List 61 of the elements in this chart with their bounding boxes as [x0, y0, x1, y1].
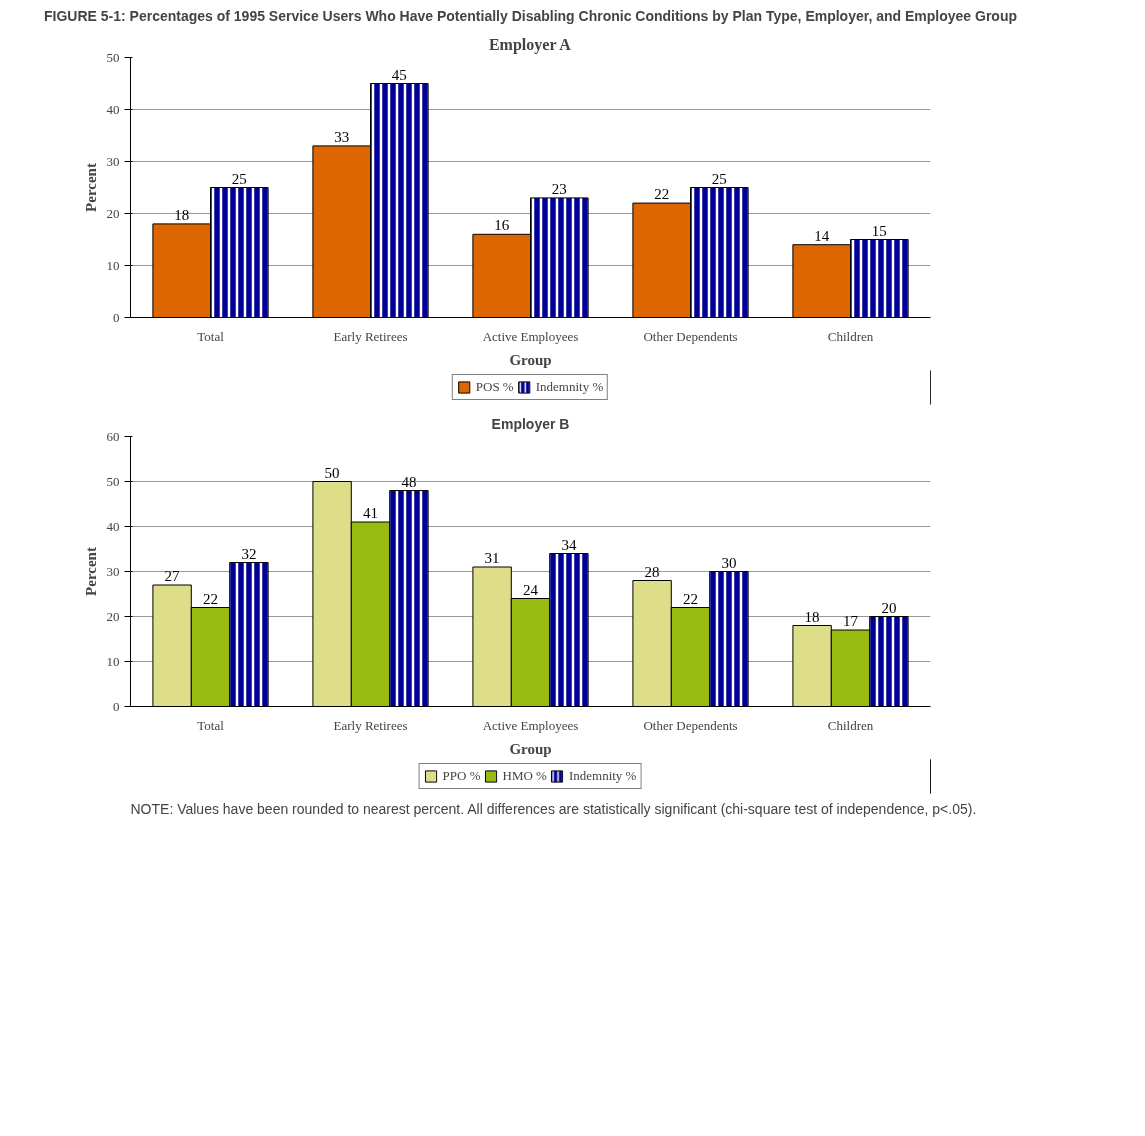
data-label: 16 — [494, 217, 510, 234]
y-tick-label: 40 — [106, 101, 120, 117]
y-tick-label: 20 — [106, 205, 120, 221]
x-tick-label: Active Employees — [482, 717, 579, 733]
x-tick-label: Early Retirees — [333, 717, 408, 733]
y-tick-label: 50 — [106, 49, 120, 65]
legend-label: Indemnity % — [535, 379, 604, 395]
data-label: 22 — [203, 590, 218, 607]
data-label: 32 — [241, 545, 257, 562]
data-label: 17 — [843, 613, 859, 629]
y-tick-label: 20 — [106, 608, 120, 624]
legend-label: Indemnity % — [568, 768, 637, 784]
data-label: 41 — [363, 505, 378, 521]
chart-title: FIGURE 5-1: Percentages of 1995 Service Users Who Have Potentially Disabling Chronic Conditions by Plan Type, Employer, and Employee Group — [44, 7, 1017, 24]
x-tick-label: Children — [827, 328, 874, 344]
legend-label: PPO % — [442, 768, 481, 784]
data-label: 24 — [523, 581, 539, 598]
data-label: 25 — [711, 170, 727, 187]
x-tick-label: Active Employees — [482, 328, 579, 344]
data-label: 14 — [814, 227, 830, 244]
data-label: 31 — [484, 550, 500, 566]
data-label: 18 — [804, 608, 820, 625]
y-tick-label: 50 — [106, 473, 120, 489]
data-label: 48 — [401, 473, 417, 490]
data-label: 50 — [324, 464, 340, 481]
legend-label: POS % — [475, 379, 514, 395]
data-label: 15 — [871, 222, 887, 239]
y-tick-label: 30 — [106, 153, 120, 169]
y-tick-label: 40 — [106, 518, 120, 534]
data-label: 23 — [551, 180, 567, 197]
y-tick-label: 30 — [106, 563, 120, 579]
x-tick-label: Total — [197, 328, 225, 344]
y-tick-label: 10 — [106, 653, 120, 669]
y-tick-label: 0 — [113, 309, 120, 325]
x-tick-label: Other Dependents — [643, 328, 738, 344]
x-axis-title: Group — [509, 740, 552, 757]
legend-label: HMO % — [502, 768, 547, 784]
data-label: 25 — [231, 170, 247, 187]
y-tick-label: 60 — [106, 428, 120, 444]
y-tick-label: 10 — [106, 257, 120, 273]
text: NOTE: Values have been rounded to nearest percent. All differences are statistically significant (chi-square test of independence, p<.05). — [130, 800, 977, 817]
chart-subtitle: Employer A — [488, 35, 572, 54]
data-label: 22 — [654, 186, 670, 203]
data-label: 28 — [644, 563, 660, 580]
data-label: 33 — [334, 128, 350, 145]
data-label: 18 — [174, 206, 190, 223]
data-label: 22 — [683, 590, 698, 607]
y-axis-title: Percent — [82, 547, 99, 596]
x-tick-label: Other Dependents — [643, 717, 738, 733]
x-tick-label: Children — [827, 717, 874, 733]
y-tick-label: 0 — [113, 698, 120, 714]
data-label: 34 — [561, 536, 577, 553]
x-tick-label: Early Retirees — [333, 328, 408, 344]
x-tick-label: Total — [197, 717, 225, 733]
data-label: 45 — [391, 66, 407, 83]
data-label: 30 — [721, 554, 737, 571]
data-label: 20 — [881, 599, 897, 616]
y-axis-title: Percent — [82, 163, 99, 212]
x-axis-title: Group — [509, 351, 552, 368]
chart-title: Employer B — [491, 415, 570, 432]
data-label: 27 — [164, 568, 181, 584]
